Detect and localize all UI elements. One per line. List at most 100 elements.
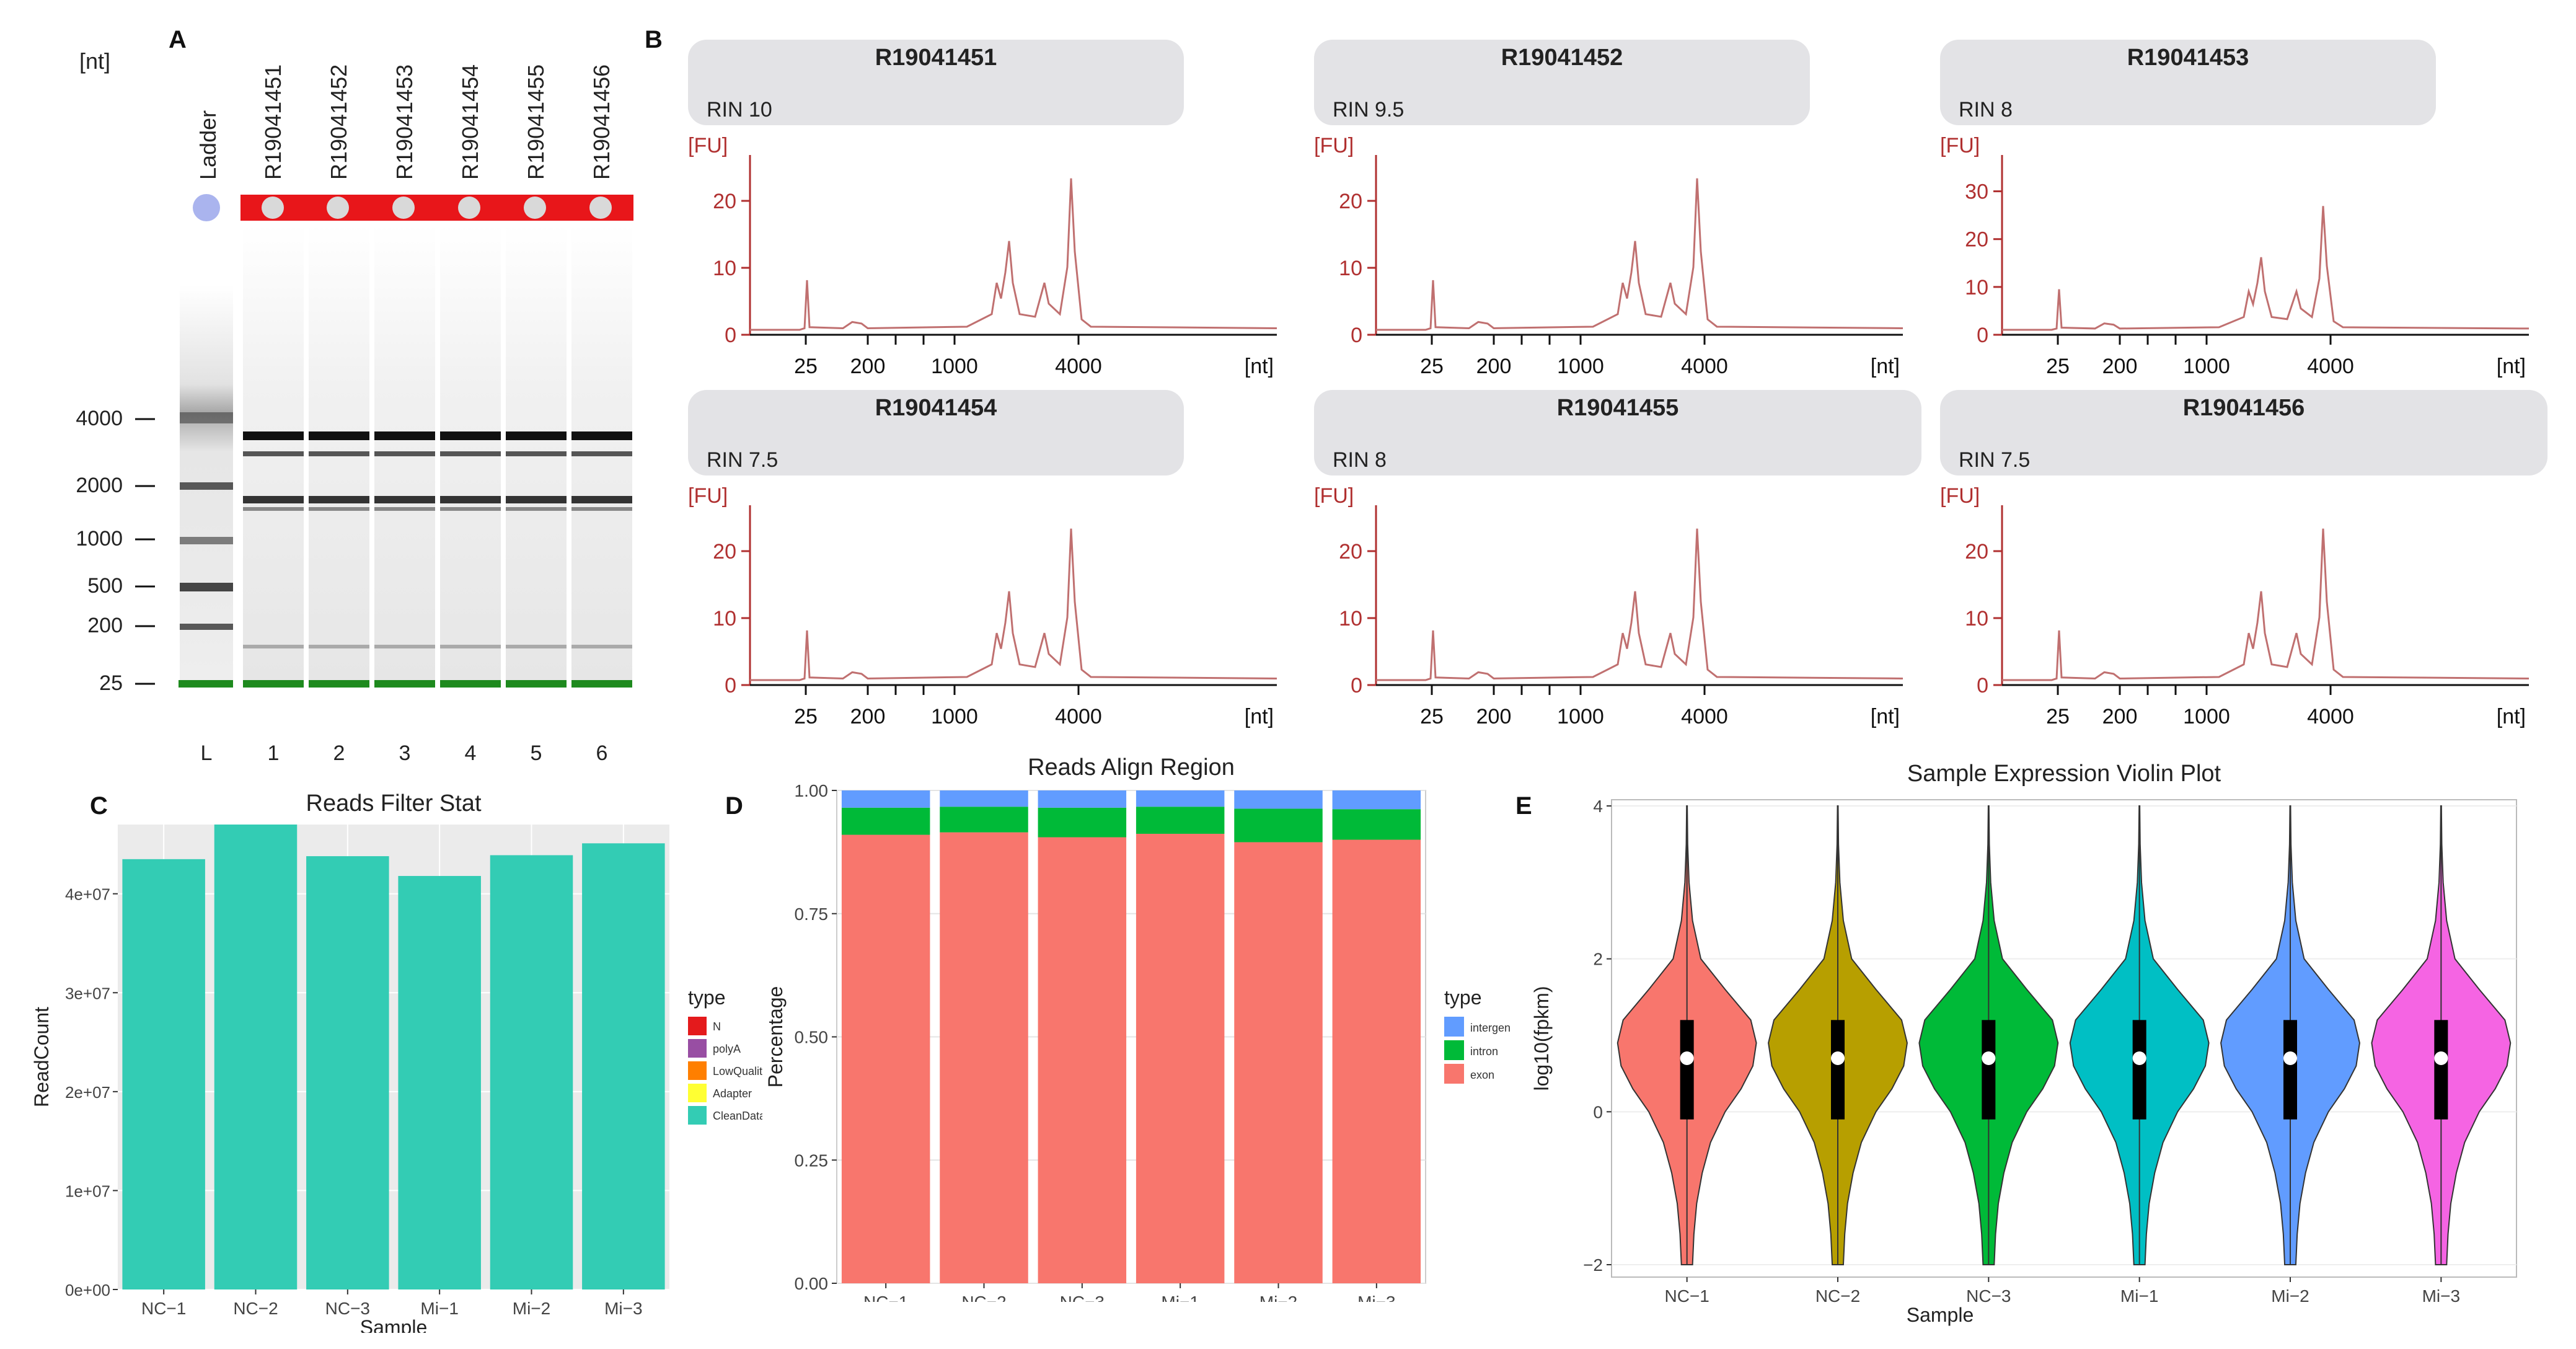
panel-label-c: C (90, 792, 108, 820)
y-tick-label: 4e+07 (65, 885, 110, 904)
legend-label-intron: intron (1470, 1045, 1498, 1058)
y-tick-label: 1e+07 (65, 1182, 110, 1200)
gel-lane-number-2: 2 (333, 741, 345, 765)
gel-image (135, 194, 633, 688)
gel-well-1-icon (262, 197, 284, 219)
y-tick-label: 20 (713, 190, 736, 213)
bar-intron-NC−1 (841, 807, 930, 835)
y-tick-label: 20 (1339, 540, 1362, 564)
legend-swatch-intergen (1444, 1017, 1464, 1037)
rin-value: RIN 7.5 (1959, 448, 2031, 472)
x-tick-label: 200 (2102, 355, 2138, 378)
sample-title: R19041452 (1501, 45, 1623, 71)
violin-median-NC−1 (1680, 1051, 1694, 1065)
gel-marker-200: 200 (87, 614, 123, 637)
electropherogram-trace (2002, 528, 2530, 681)
gel-ladder-band-500 (180, 583, 233, 591)
legend-title: type (688, 986, 725, 1009)
chart-title: Sample Expression Violin Plot (1907, 761, 2221, 787)
rin-value: RIN 10 (707, 98, 772, 122)
gel-well-4-icon (458, 197, 480, 219)
y-tick-label: 20 (1965, 540, 1988, 564)
x-tick-label: 4000 (1055, 705, 1102, 728)
x-tick-label: Mi−3 (604, 1299, 642, 1318)
bar-exon-NC−2 (940, 832, 1028, 1283)
x-tick-label: Mi−3 (1357, 1293, 1395, 1302)
y-tick-label: 0 (1977, 324, 1988, 347)
y-tick-label: 0.00 (795, 1274, 829, 1293)
gel-well-5-icon (524, 197, 546, 219)
gel-lane-number-1: 1 (267, 741, 280, 765)
sample-title: R19041453 (2127, 45, 2249, 71)
electropherogram-6: R19041456 RIN 7.5 [FU] 0 10 20 25 200 1000 4000 [n… (1934, 387, 2554, 728)
electropherogram-3: R19041453 RIN 8 [FU] 0 10 20 30 25 200 1000 4000 [n… (1934, 37, 2554, 378)
gel-marker-25-bands (179, 680, 632, 688)
bar-exon-Mi−3 (1332, 839, 1421, 1283)
bar-intron-NC−3 (1038, 807, 1127, 838)
x-tick-label: NC−2 (1815, 1286, 1860, 1306)
x-tick-label: NC−3 (1966, 1286, 2011, 1306)
x-tick-label: 200 (1476, 705, 1512, 728)
gel-well-6-icon (589, 197, 612, 219)
x-tick-label: NC−1 (141, 1299, 186, 1318)
bar-intergen-NC−1 (841, 790, 930, 808)
legend-label-intergen: intergen (1470, 1022, 1511, 1034)
bar-intergen-NC−2 (940, 790, 1028, 807)
legend-swatch-LowQuality (688, 1061, 707, 1080)
y-tick-label: 10 (1339, 607, 1362, 630)
electropherogram-4: R19041454 RIN 7.5 [FU] 0 10 20 25 200 1000 4000 [n… (682, 387, 1302, 728)
panel-label-b: B (645, 26, 663, 53)
gel-well-3-icon (392, 197, 415, 219)
gel-lane-number-3: 3 (399, 741, 411, 765)
fu-axis-label: [FU] (1940, 134, 1980, 157)
y-axis-label: log10(fpkm) (1531, 986, 1553, 1091)
y-tick-label: 0e+00 (65, 1281, 110, 1299)
fu-axis-label: [FU] (1314, 134, 1354, 157)
gel-ladder-well-icon (193, 194, 220, 221)
y-tick-label: 0 (1977, 674, 1988, 697)
y-tick-label: 0 (725, 324, 736, 347)
x-tick-label: 25 (1420, 705, 1444, 728)
nt-axis-label: [nt] (2497, 355, 2526, 378)
x-tick-label: 25 (794, 705, 818, 728)
violin-median-Mi−3 (2434, 1051, 2448, 1065)
x-tick-label: 1000 (931, 705, 978, 728)
x-tick-label: 1000 (2183, 705, 2230, 728)
sample-header-box (688, 390, 1184, 475)
violin-iqr-box-NC−1 (1680, 1020, 1694, 1120)
panel-a-gel: A [nt] Ladder R19041451 R19041452 R19041… (0, 0, 657, 781)
y-tick-label: 0 (1593, 1102, 1603, 1121)
x-axis-label: Sample (1907, 1304, 1974, 1326)
electropherogram-plot: [FU] 0 10 20 25 200 1000 4000 [nt] (688, 484, 1277, 728)
electropherogram-trace (2002, 206, 2530, 331)
violin-iqr-box-NC−2 (1831, 1020, 1845, 1120)
y-tick-label: 10 (1339, 257, 1362, 280)
x-tick-label: Mi−2 (1259, 1293, 1297, 1302)
gel-ladder-band-2000 (180, 482, 233, 490)
rin-value: RIN 8 (1333, 448, 1387, 472)
electropherogram-trace (1376, 178, 1903, 331)
x-tick-label: 25 (794, 355, 818, 378)
bar-intron-NC−2 (940, 807, 1028, 833)
x-tick-label: NC−1 (1664, 1286, 1709, 1306)
y-tick-label: 2e+07 (65, 1083, 110, 1102)
gel-marker-500: 500 (87, 574, 123, 598)
y-tick-label: 0 (725, 674, 736, 697)
nt-axis-label: [nt] (2497, 705, 2526, 728)
gel-lane-number-6: 6 (596, 741, 608, 765)
violin-iqr-box-Mi−2 (2283, 1020, 2297, 1120)
gel-marker-1000: 1000 (76, 527, 123, 551)
y-tick-label: 4 (1593, 797, 1603, 816)
legend-label-N: N (713, 1020, 721, 1033)
nt-axis-label: [nt] (1245, 355, 1274, 378)
bar-intergen-Mi−1 (1136, 790, 1225, 807)
nt-axis-label: [nt] (1245, 705, 1274, 728)
violin-median-NC−3 (1982, 1051, 1996, 1065)
rin-value: RIN 8 (1959, 98, 2013, 122)
fu-axis-label: [FU] (1940, 484, 1980, 508)
bar-exon-NC−1 (841, 834, 930, 1283)
chart-reads-align-region: Reads Align Region 0.00 0.25 0.50 0.75 1.00 NC… (764, 754, 1511, 1302)
electropherogram-1: R19041451 RIN 10 [FU] 0 10 20 25 200 1000 4000 [nt… (682, 37, 1302, 378)
electropherogram-trace (750, 528, 1277, 681)
y-axis-label: ReadCount (31, 1007, 53, 1107)
